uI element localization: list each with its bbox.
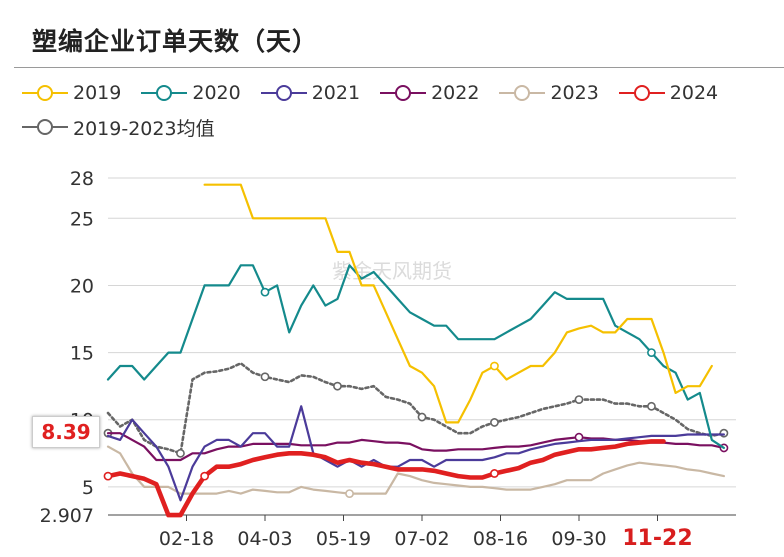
y-tick-label: 25 [70,208,94,230]
data-point-2019-2023均值 [417,412,427,422]
legend-line-icon [22,119,68,135]
y-tick-label: 28 [70,168,94,190]
chart-title: 塑编企业订单天数（天） [32,27,319,56]
data-point-2020 [260,287,270,297]
data-point-2024 [200,471,210,481]
legend-label: 2021 [311,82,361,104]
legend-item-2019[interactable]: 2019 [22,82,121,104]
legend-item-2023[interactable]: 2023 [499,82,599,104]
data-point-2019 [490,361,499,371]
legend-item-average[interactable]: 2019-2023均值 [22,114,215,141]
legend-item-2020[interactable]: 2020 [141,82,241,104]
series-line-2023 [106,445,726,495]
data-point-2024 [103,471,113,481]
legend-label: 2019-2023均值 [73,117,215,140]
legend-line-icon [618,85,665,101]
data-point-2023 [345,489,354,499]
x-tick-label: 11-22 [622,526,692,551]
data-point-2022 [574,432,584,442]
chart-legend: 2019 2020 2021 2022 2023 2024 2019-2023均… [22,76,782,144]
x-tick-label: 05-19 [316,528,371,550]
series-line-2019 [203,183,713,424]
legend-label: 2024 [669,82,719,104]
data-point-2024 [490,469,499,478]
x-tick-label: 04-03 [237,528,292,550]
y-tick-label: 15 [70,343,94,365]
series-line-2021 [106,405,726,502]
legend-row-2: 2019-2023均值 [22,110,782,144]
series-line-2024 [105,439,666,518]
legend-label: 2019 [73,82,122,104]
data-point-2019-2023均值 [260,372,270,382]
y-tick-label: 5 [82,477,94,499]
legend-item-2024[interactable]: 2024 [618,82,719,104]
data-point-2019-2023均值 [647,401,656,411]
legend-line-icon [499,85,546,101]
x-tick-label: 09-30 [551,528,606,550]
legend-line-icon [380,85,427,101]
legend-line-icon [141,85,188,101]
legend-row-1: 2019 2020 2021 2022 2023 2024 [22,76,782,110]
watermark-text: 紫金天风期货 [332,259,452,283]
data-point-2019-2023均值 [719,428,729,438]
legend-item-2022[interactable]: 2022 [380,82,479,104]
data-point-2019-2023均值 [333,381,342,391]
data-point-2019-2023均值 [574,395,584,404]
series-line-2019-2023均值 [106,361,726,455]
data-point-2019-2023均值 [490,418,499,427]
legend-label: 2023 [550,82,599,104]
x-tick-label: 08-16 [473,528,528,550]
data-point-2019-2023均值 [176,448,185,458]
legend-line-icon [260,85,307,101]
x-tick-label: 02-18 [159,528,214,550]
legend-label: 2020 [192,82,241,104]
y-tick-label: 2.907 [40,505,94,527]
title-divider [14,67,784,68]
x-tick-label: 07-02 [394,528,449,550]
current-value-label: 8.39 [32,416,100,448]
series-line-2020 [106,264,726,449]
legend-item-2021[interactable]: 2021 [260,82,361,104]
legend-line-icon [22,85,68,101]
legend-label: 2022 [431,82,480,104]
y-tick-label: 20 [70,275,94,297]
data-point-2020 [647,348,656,357]
